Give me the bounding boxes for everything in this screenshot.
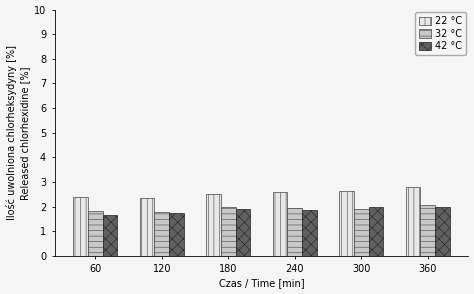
Bar [140,198,155,256]
Bar [169,213,184,256]
Bar [73,197,88,256]
Bar [435,207,450,256]
Bar [206,194,221,256]
Bar [221,207,236,256]
X-axis label: Czas / Time [min]: Czas / Time [min] [219,278,304,288]
Legend: 22 °C, 32 °C, 42 °C: 22 °C, 32 °C, 42 °C [415,12,465,55]
Bar [155,212,169,256]
Bar [302,211,317,256]
Bar [273,192,287,256]
Bar [420,206,435,256]
Bar [102,215,117,256]
Bar [368,207,383,256]
Bar [287,208,302,256]
Y-axis label: Ilość uwolniona chlorheksydyny [%]
Released chlorhexidine [%]: Ilość uwolniona chlorheksydyny [%] Relea… [6,45,30,220]
Bar [236,209,250,256]
Bar [339,191,354,256]
Bar [88,211,102,256]
Bar [406,187,420,256]
Bar [354,209,368,256]
